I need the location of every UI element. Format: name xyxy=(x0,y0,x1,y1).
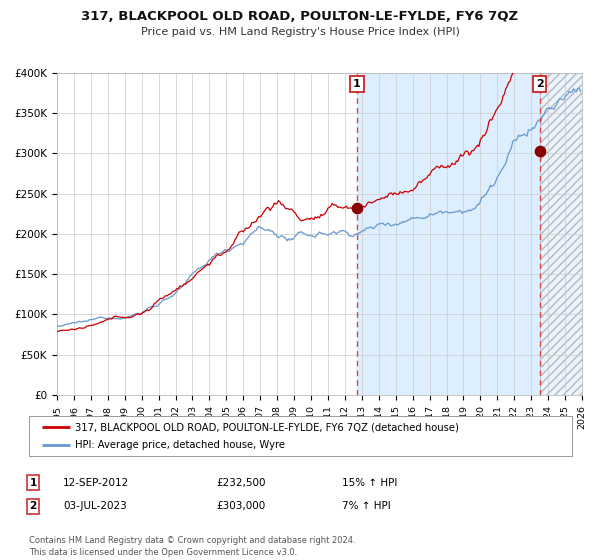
Text: 03-JUL-2023: 03-JUL-2023 xyxy=(63,501,127,511)
Text: 12-SEP-2012: 12-SEP-2012 xyxy=(63,478,129,488)
Point xyxy=(352,203,362,212)
Text: 1: 1 xyxy=(29,478,37,488)
Text: Contains HM Land Registry data © Crown copyright and database right 2024.
This d: Contains HM Land Registry data © Crown c… xyxy=(29,536,355,557)
Bar xyxy=(357,73,539,395)
Text: Price paid vs. HM Land Registry's House Price Index (HPI): Price paid vs. HM Land Registry's House … xyxy=(140,27,460,37)
Text: 2: 2 xyxy=(29,501,37,511)
Point xyxy=(535,146,544,155)
Bar xyxy=(539,73,582,395)
Text: 7% ↑ HPI: 7% ↑ HPI xyxy=(342,501,391,511)
Text: £232,500: £232,500 xyxy=(216,478,265,488)
Text: 317, BLACKPOOL OLD ROAD, POULTON-LE-FYLDE, FY6 7QZ (detached house): 317, BLACKPOOL OLD ROAD, POULTON-LE-FYLD… xyxy=(75,422,459,432)
Text: 15% ↑ HPI: 15% ↑ HPI xyxy=(342,478,397,488)
Text: 2: 2 xyxy=(536,79,544,89)
Text: £303,000: £303,000 xyxy=(216,501,265,511)
Text: 1: 1 xyxy=(353,79,361,89)
Text: 317, BLACKPOOL OLD ROAD, POULTON-LE-FYLDE, FY6 7QZ: 317, BLACKPOOL OLD ROAD, POULTON-LE-FYLD… xyxy=(82,10,518,23)
Text: HPI: Average price, detached house, Wyre: HPI: Average price, detached house, Wyre xyxy=(75,440,285,450)
